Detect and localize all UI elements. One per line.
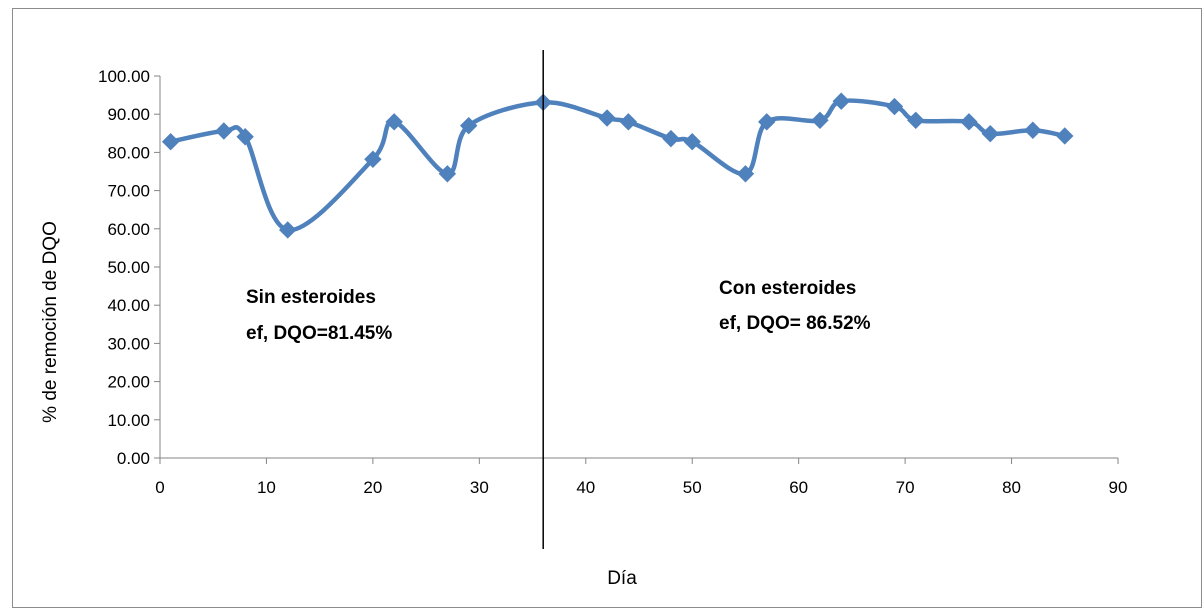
data-point-marker: [736, 165, 755, 183]
y-tick-label: 100.00: [98, 67, 150, 86]
y-tick-label: 50.00: [107, 258, 150, 277]
annotation-con-esteroides-line2: ef, DQO= 86.52%: [719, 313, 871, 334]
y-axis: 0.00 10.00 20.00 30.00 40.00 50.00 60.00 70.00 8…: [98, 67, 161, 468]
annotation-con-esteroides-line1: Con esteroides: [719, 278, 856, 299]
data-point-marker: [811, 111, 829, 130]
data-point-marker: [981, 124, 999, 143]
data-point-marker: [1024, 121, 1042, 139]
data-point-marker: [279, 221, 297, 239]
x-tick-label: 20: [363, 478, 382, 497]
chart-border: [12, 8, 1202, 608]
y-tick-label: 20.00: [107, 373, 150, 392]
y-tick-label: 90.00: [107, 105, 150, 124]
data-point-marker: [832, 92, 850, 110]
x-tick-label: 90: [1109, 478, 1128, 497]
y-tick-label: 70.00: [107, 182, 150, 201]
data-point-marker: [364, 150, 382, 168]
data-point-marker: [598, 109, 616, 127]
x-tick-label: 70: [896, 478, 915, 497]
data-point-marker: [758, 113, 776, 131]
data-point-marker: [161, 132, 180, 151]
data-point-marker: [619, 113, 638, 131]
x-tick-label: 0: [155, 478, 164, 497]
y-tick-label: 80.00: [107, 143, 150, 162]
y-tick-label: 30.00: [107, 334, 150, 353]
x-tick-label: 60: [789, 478, 808, 497]
x-tick-label: 40: [576, 478, 595, 497]
x-axis: 0 10 20 30 40 50 60 70 80 90: [155, 457, 1128, 497]
y-tick-label: 0.00: [117, 449, 150, 468]
x-tick-label: 30: [470, 478, 489, 497]
data-point-marker: [683, 132, 701, 151]
data-point-marker: [385, 113, 403, 131]
data-point-marker: [662, 129, 680, 148]
data-point-marker: [236, 128, 254, 146]
y-tick-label: 40.00: [107, 296, 150, 315]
data-point-marker: [907, 111, 925, 130]
data-point-marker: [438, 165, 457, 183]
y-tick-label: 60.00: [107, 220, 150, 239]
data-point-marker: [1056, 127, 1074, 145]
data-point-marker: [960, 113, 978, 131]
annotation-sin-esteroides-line1: Sin esteroides: [246, 287, 376, 308]
x-tick-label: 10: [257, 478, 276, 497]
x-tick-label: 80: [1002, 478, 1021, 497]
y-tick-label: 10.00: [107, 411, 150, 430]
data-point-marker: [459, 116, 478, 135]
data-point-marker: [215, 122, 233, 140]
annotation-sin-esteroides-line2: ef, DQO=81.45%: [246, 323, 392, 344]
y-axis-title: % de remoción de DQO: [40, 221, 61, 423]
x-tick-label: 50: [683, 478, 702, 497]
x-axis-title: Día: [607, 568, 637, 589]
data-point-marker: [885, 97, 904, 116]
